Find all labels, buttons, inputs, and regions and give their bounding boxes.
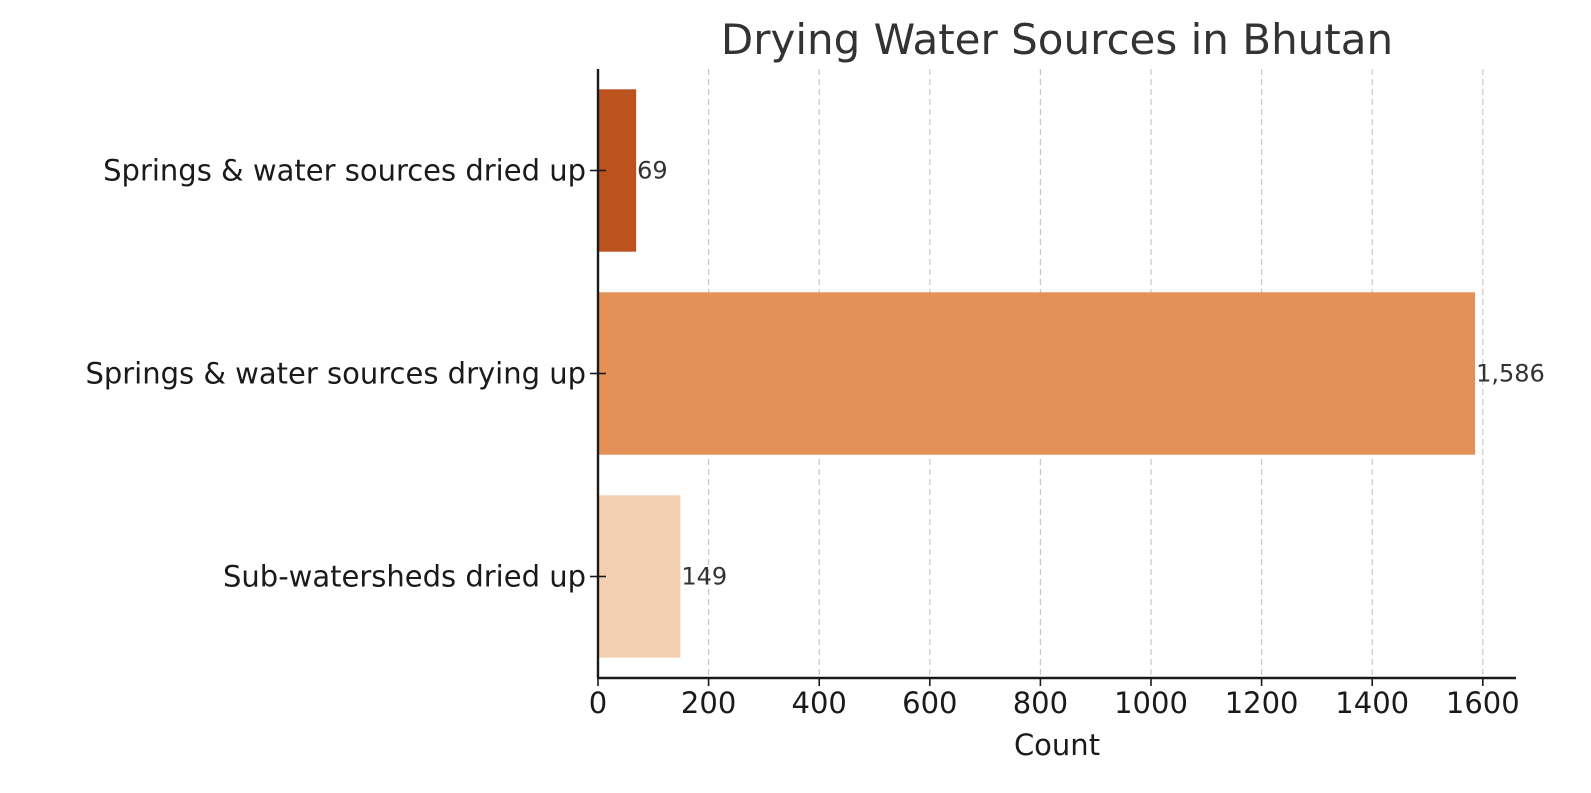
x-tick-label-3: 600 [902,686,957,720]
x-tick-label-1: 200 [681,686,736,720]
x-tick-label-2: 400 [792,686,847,720]
value-label-2: 149 [681,563,727,591]
bar-1 [598,292,1476,455]
category-label-2: Sub-watersheds dried up [223,560,586,594]
bars [598,89,1476,658]
x-axis-label: Count [1014,728,1100,762]
x-tick-label-4: 800 [1013,686,1068,720]
y-axis-categories: Springs & water sources dried up Springs … [85,154,606,594]
x-tick-label-6: 1200 [1225,686,1299,720]
value-label-1: 1,586 [1476,360,1545,388]
x-tick-label-8: 1600 [1446,686,1520,720]
x-tick-label-0: 0 [589,686,607,720]
x-axis-ticks: 0 200 400 600 800 1000 1200 1400 1600 [589,678,1520,720]
category-label-0: Springs & water sources dried up [103,154,586,188]
bar-2 [598,495,681,658]
category-label-1: Springs & water sources drying up [85,357,586,391]
value-label-0: 69 [637,157,668,185]
x-tick-label-7: 1400 [1335,686,1409,720]
chart-title: Drying Water Sources in Bhutan [721,15,1393,64]
x-tick-label-5: 1000 [1114,686,1188,720]
data-labels: 69 1,586 149 [637,157,1545,591]
